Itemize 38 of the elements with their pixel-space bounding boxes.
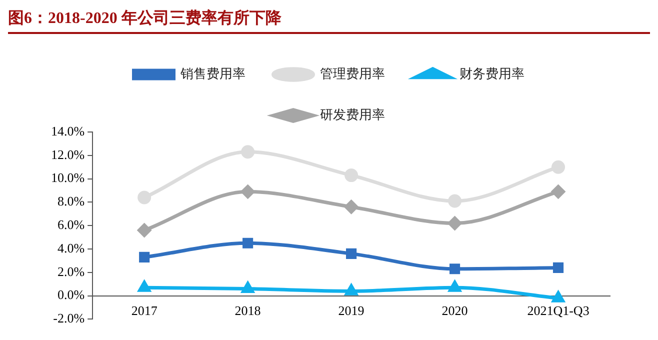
y-tick-label: 10.0%	[50, 170, 85, 186]
chart-title: 图6：2018-2020 年公司三费率有所下降	[8, 8, 650, 34]
point	[138, 280, 150, 292]
legend-label: 管理费用率	[320, 66, 385, 82]
point	[552, 160, 566, 174]
x-tick-label: 2018	[234, 303, 261, 318]
point	[139, 252, 150, 262]
point	[448, 194, 462, 208]
point	[448, 216, 462, 230]
x-tick-label: 2020	[442, 303, 468, 318]
legend-label: 研发费用率	[320, 106, 385, 123]
point	[552, 262, 564, 274]
point	[241, 184, 255, 198]
x-tick-label: 2017	[131, 303, 158, 318]
y-tick-label: 4.0%	[57, 240, 85, 256]
point	[242, 238, 254, 248]
y-tick-label: 8.0%	[57, 194, 85, 209]
legend-label: 销售费用率	[179, 66, 246, 82]
point	[448, 280, 461, 292]
legend-label: 财务费用率	[459, 66, 524, 82]
point	[344, 200, 358, 214]
point	[138, 224, 152, 238]
point	[449, 264, 460, 274]
point	[344, 168, 358, 182]
y-tick-label: 0.0%	[57, 287, 85, 302]
y-tick-label: 12.0%	[50, 146, 85, 162]
y-tick-label: -2.0%	[53, 310, 85, 326]
y-tick-label: 14.0%	[50, 123, 85, 138]
point	[552, 184, 566, 198]
point	[138, 190, 152, 204]
y-tick-label: 2.0%	[57, 264, 85, 279]
point	[345, 284, 358, 296]
x-tick-label: 2019	[338, 303, 364, 318]
x-tick-label: 2021Q1-Q3	[527, 303, 590, 318]
point	[346, 248, 357, 259]
point	[552, 291, 564, 302]
point	[241, 145, 255, 159]
y-tick-label: 6.0%	[57, 217, 85, 232]
